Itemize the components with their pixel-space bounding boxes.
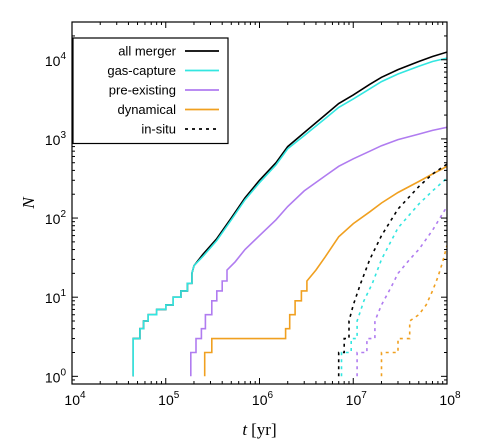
x-tick-label: 104	[64, 390, 86, 408]
series-line-2	[190, 126, 447, 377]
legend-label-3: dynamical	[117, 102, 176, 117]
ticks-layer	[71, 21, 448, 385]
x-axis-unit: [yr]	[251, 420, 276, 439]
series-layer	[132, 51, 447, 377]
legend-label-0: all merger	[118, 44, 176, 59]
x-tick-label: 108	[439, 390, 461, 408]
x-axis-label: t [yr]	[242, 420, 276, 439]
x-tick-label: 106	[252, 390, 274, 408]
x-axis-variable: t	[242, 420, 248, 439]
legend-label-4: in-situ	[141, 122, 176, 137]
series-line-4	[337, 163, 447, 377]
y-tick-label: 101	[45, 288, 67, 306]
series-line-5	[340, 177, 447, 377]
series-line-6	[356, 206, 447, 377]
tick-labels-layer: 104 105 106 107 108 100 101 102 103 104	[45, 51, 461, 408]
y-tick-label: 104	[45, 51, 67, 69]
x-tick-label: 105	[158, 390, 180, 408]
legend-label-1: gas-capture	[107, 63, 176, 78]
x-tick-label: 107	[346, 390, 368, 408]
y-tick-label: 103	[45, 130, 67, 148]
y-tick-label: 102	[45, 209, 67, 227]
y-tick-label: 100	[45, 367, 67, 385]
y-axis-label: N	[19, 196, 38, 210]
series-line-7	[380, 245, 447, 377]
series-line-1	[132, 57, 447, 377]
legend-label-2: pre-existing	[109, 83, 176, 98]
legend: all merger gas-capture pre-existing dynamic…	[72, 37, 229, 145]
series-line-3	[203, 165, 447, 377]
